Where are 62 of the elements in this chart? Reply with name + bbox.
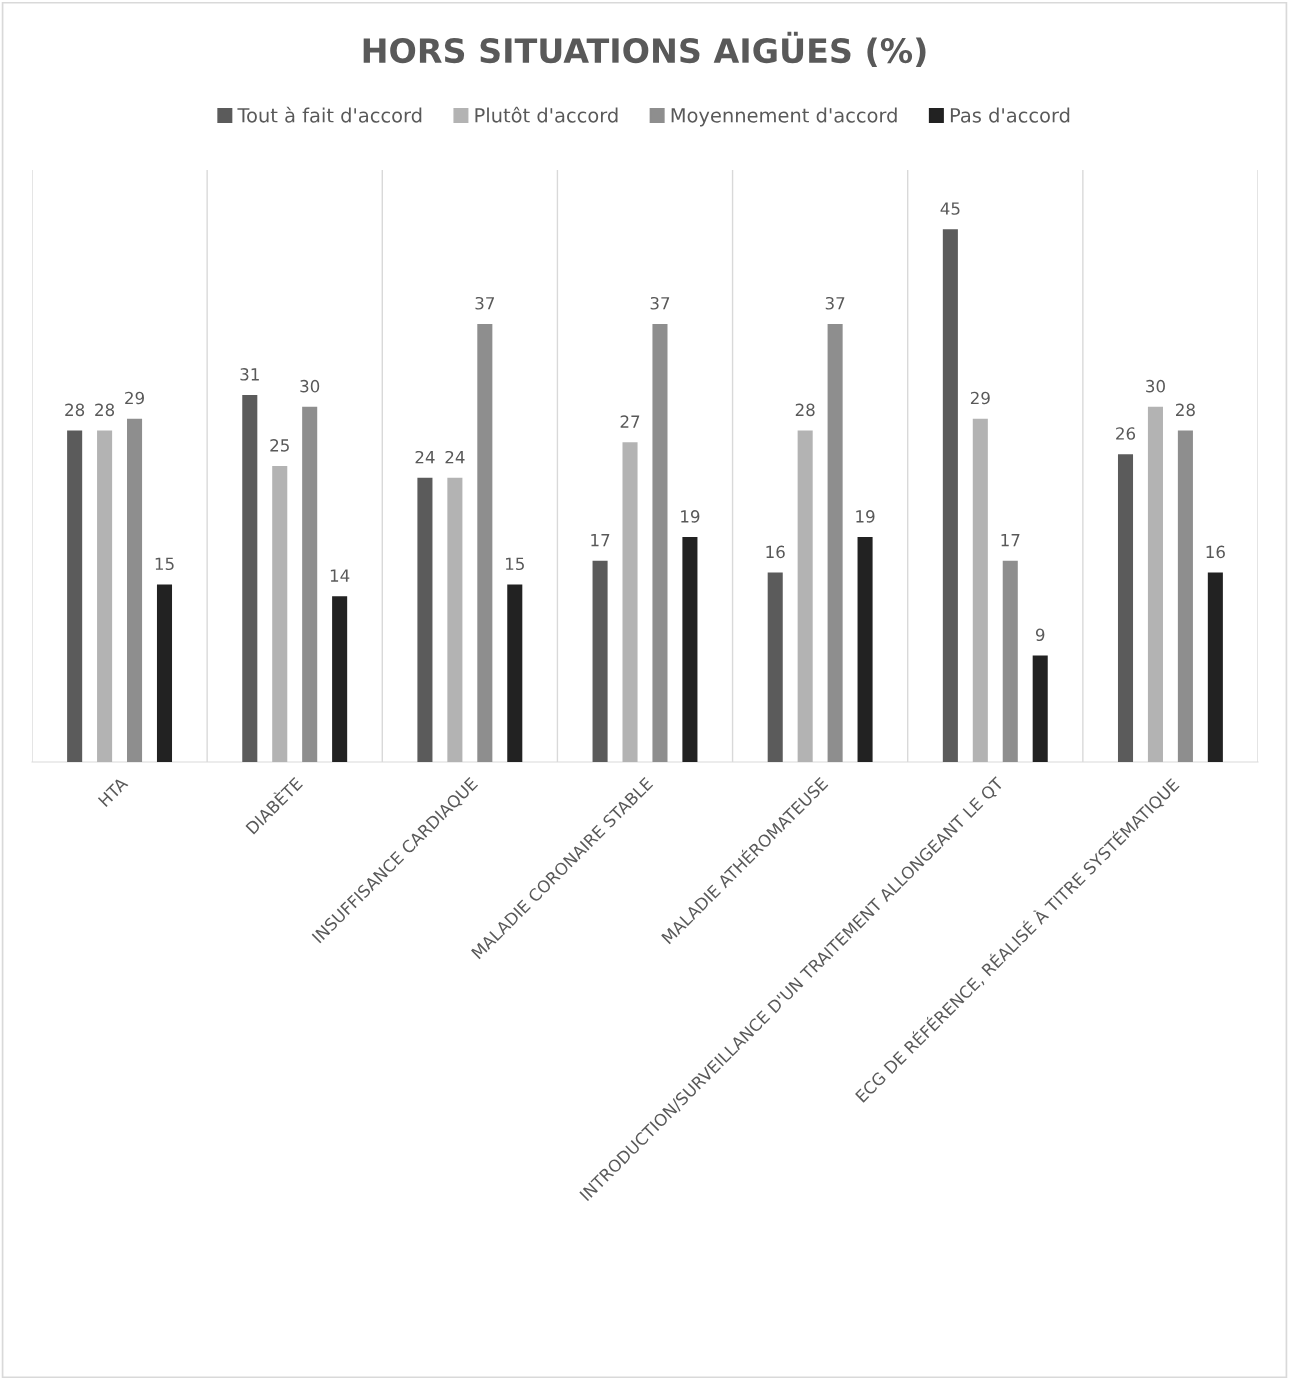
- data-label: 29: [125, 391, 144, 405]
- bar: [1002, 560, 1018, 762]
- bar: [97, 430, 113, 762]
- data-label: 37: [650, 296, 670, 310]
- data-label: 26: [1116, 427, 1136, 440]
- bar: [242, 394, 258, 762]
- data-label: 17: [1001, 533, 1020, 547]
- data-label: 28: [65, 403, 85, 417]
- bar: [652, 323, 668, 762]
- bar: [67, 430, 83, 762]
- bar: [332, 596, 348, 762]
- data-label: 24: [445, 450, 465, 464]
- bar: [1147, 406, 1163, 762]
- data-label: 29: [970, 391, 990, 405]
- data-label: 17: [591, 533, 610, 547]
- data-label: 27: [620, 415, 640, 428]
- bar: [477, 323, 493, 762]
- bar: [1177, 430, 1193, 762]
- data-label: 28: [95, 403, 115, 417]
- bar: [156, 584, 173, 762]
- legend-label: Tout à fait d'accord: [237, 106, 422, 123]
- data-label: 9: [1035, 628, 1045, 642]
- data-label: 31: [240, 368, 259, 381]
- bar: [592, 560, 608, 762]
- bar: [857, 537, 873, 762]
- bar: [942, 229, 958, 762]
- bar: [1207, 572, 1223, 762]
- bar: [302, 406, 318, 762]
- legend-label: Pas d'accord: [950, 107, 1070, 123]
- data-label: 25: [270, 439, 289, 452]
- bar: [797, 430, 813, 762]
- bar: [827, 323, 843, 762]
- bar: [622, 442, 638, 762]
- data-label: 15: [155, 557, 174, 571]
- data-label: 15: [506, 557, 524, 571]
- bar: [682, 537, 698, 762]
- chart-title: HORS SITUATIONS AIGÜES (%): [363, 31, 926, 68]
- bar: [127, 418, 143, 762]
- data-label: 30: [300, 379, 320, 393]
- x-tick-label: HTA: [97, 776, 129, 807]
- data-label: 16: [1206, 545, 1225, 559]
- bar: [1032, 655, 1048, 762]
- bar: [417, 477, 433, 762]
- data-label: 14: [330, 569, 350, 582]
- data-label: 19: [856, 510, 875, 523]
- data-label: 37: [825, 296, 845, 310]
- bar: [272, 466, 288, 762]
- bar: [972, 418, 988, 762]
- bar: [447, 477, 463, 762]
- bar: [1117, 454, 1134, 762]
- data-label: 37: [475, 296, 495, 310]
- legend-label: Plutôt d'accord: [475, 106, 618, 123]
- bar: [767, 572, 783, 762]
- data-label: 28: [1176, 403, 1195, 417]
- data-label: 24: [415, 450, 435, 464]
- bar: [507, 584, 523, 762]
- data-label: 30: [1146, 379, 1165, 393]
- data-label: 28: [795, 403, 815, 417]
- legend-label: Moyennement d'accord: [671, 107, 897, 127]
- data-label: 16: [766, 545, 785, 559]
- data-label: 19: [681, 510, 700, 523]
- data-label: 45: [940, 202, 960, 215]
